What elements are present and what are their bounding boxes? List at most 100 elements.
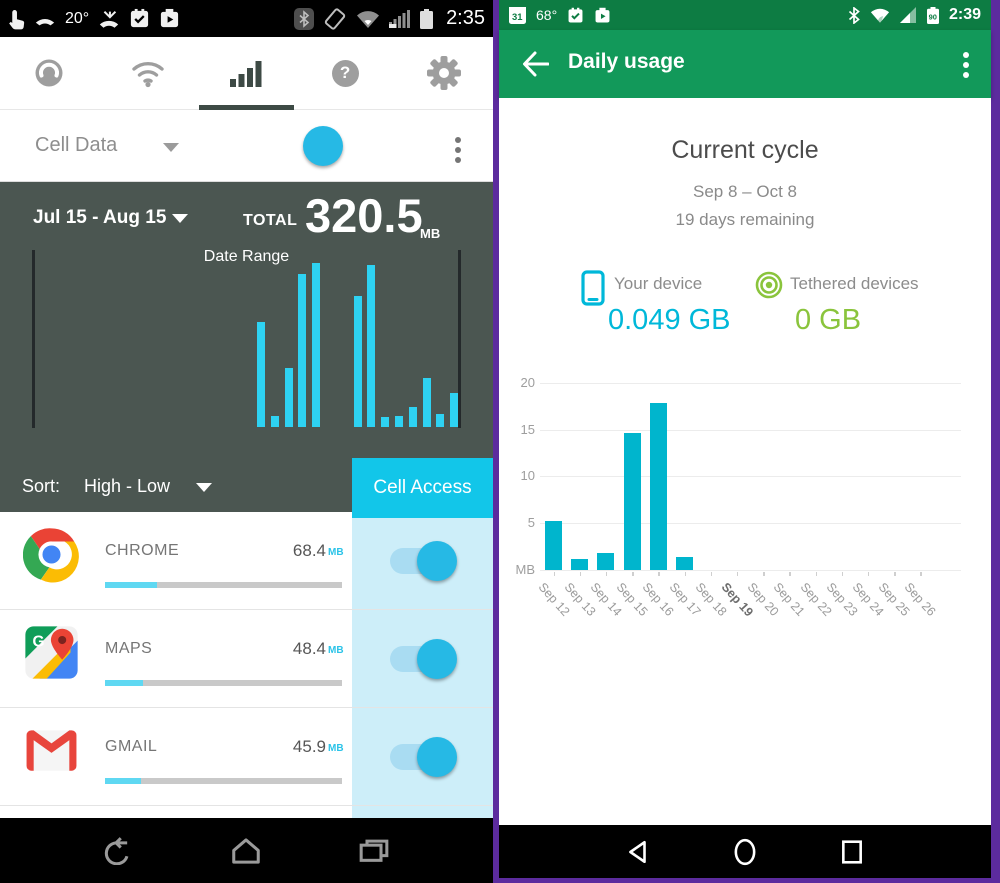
play-upload-icon	[159, 8, 180, 29]
event-check-icon	[567, 7, 584, 24]
chevron-down-icon[interactable]	[196, 483, 212, 492]
range-handle-right[interactable]	[458, 250, 461, 428]
x-axis-tick	[710, 572, 713, 576]
bluetooth-icon	[848, 6, 860, 24]
sparkline-bar	[408, 407, 417, 427]
chart-gridline	[540, 570, 961, 571]
x-axis-tick	[658, 572, 660, 576]
chart-gridline	[540, 476, 961, 478]
help-icon: ?	[331, 59, 359, 87]
daily-usage-bar	[571, 558, 589, 570]
clock-text: 2:39	[948, 6, 981, 23]
home-button[interactable]	[226, 837, 266, 865]
overflow-menu-icon[interactable]	[963, 52, 969, 78]
billing-period-label[interactable]: Jul 15 - Aug 15	[33, 207, 167, 228]
page-title: Daily usage	[568, 50, 685, 73]
total-label: TOTAL	[243, 212, 298, 229]
active-tab-indicator	[199, 105, 294, 110]
phone-icon	[581, 270, 605, 306]
sparkline-bar	[381, 417, 390, 427]
daily-usage-bar	[649, 403, 667, 570]
x-axis-tick	[736, 572, 739, 576]
cycle-days-remaining: 19 days remaining	[675, 210, 815, 229]
your-device-label: Your device	[614, 274, 703, 293]
usage-progress-track	[105, 778, 342, 784]
temperature-text: 20°	[65, 9, 90, 27]
back-arrow-icon[interactable]	[521, 50, 549, 78]
bluetooth-icon	[294, 7, 315, 30]
left-tab-bar: ?	[0, 37, 493, 110]
chevron-down-icon[interactable]	[172, 214, 188, 223]
toggle-knob	[417, 737, 457, 777]
overflow-menu-icon[interactable]	[455, 137, 461, 163]
usage-summary-panel: Jul 15 - Aug 15 TOTAL 320.5 MB Date Rang…	[0, 182, 493, 512]
tab-wifi[interactable]	[99, 37, 198, 109]
cycle-usage-sparkline	[0, 251, 493, 427]
sparkline-bar	[284, 368, 293, 427]
svg-text:31: 31	[512, 12, 523, 23]
event-check-icon	[129, 8, 150, 29]
call-icon	[34, 12, 56, 26]
right-screenshot: 31 68° 90 2:39 Daily usage Current cycle…	[493, 0, 1000, 883]
sparkline-bar	[367, 265, 376, 427]
app-name: GMAIL	[105, 738, 158, 755]
x-axis-tick	[684, 572, 686, 576]
cell-access-toggle[interactable]	[390, 639, 457, 679]
cell-access-column-header: Cell Access	[352, 458, 493, 518]
cycle-date-range: Sep 8 – Oct 8	[693, 182, 797, 201]
tab-cell-data[interactable]	[197, 37, 296, 109]
app-usage-unit: MB	[328, 547, 344, 558]
usage-progress-track	[105, 582, 342, 588]
x-axis-tick	[894, 572, 896, 576]
cell-access-toggle[interactable]	[390, 737, 457, 777]
sort-order-value[interactable]: High - Low	[84, 476, 171, 496]
x-axis-tick	[867, 572, 870, 576]
wifi-icon	[870, 7, 890, 23]
tab-help[interactable]: ?	[296, 37, 395, 109]
play-upload-icon	[594, 7, 611, 24]
x-axis-tick	[579, 572, 582, 576]
daily-usage-bar	[623, 433, 641, 570]
home-button[interactable]	[733, 838, 757, 866]
y-axis-label: 10	[520, 468, 535, 484]
app-name: MAPS	[105, 640, 153, 657]
tethered-devices-value: 0 GB	[795, 304, 862, 336]
daily-usage-bar	[676, 556, 693, 570]
sparkline-bar	[257, 322, 265, 427]
date-range-chart-title: Date Range	[203, 248, 290, 265]
right-navigation-bar	[499, 825, 991, 878]
daily-usage-bar	[545, 521, 562, 570]
back-button[interactable]	[99, 836, 139, 865]
back-button[interactable]	[626, 839, 650, 865]
app-row-gmail[interactable]: GMAIL 45.9 MB	[0, 708, 493, 806]
chart-gridline	[540, 382, 961, 384]
temperature-text: 68°	[536, 7, 558, 23]
left-navigation-bar	[0, 818, 493, 883]
app-bar: Daily usage	[499, 30, 991, 98]
range-handle-left[interactable]	[32, 250, 35, 428]
svg-text:90: 90	[929, 12, 937, 21]
tab-data-gauge[interactable]	[0, 37, 99, 109]
x-axis-tick	[841, 572, 844, 576]
chevron-down-icon[interactable]	[163, 143, 179, 152]
svg-text:G: G	[33, 634, 45, 651]
sparkline-bar	[450, 393, 459, 427]
cell-access-toggle[interactable]	[390, 541, 457, 581]
app-usage-list: CHROME 68.4 MB G MAPS 48.4 MB GMAIL 45.9…	[0, 512, 493, 818]
sparkline-bar	[270, 416, 279, 427]
right-status-bar: 31 68° 90 2:39	[499, 0, 991, 30]
app-usage-value: 45.9	[292, 737, 326, 756]
y-axis-label: 15	[520, 421, 535, 437]
usage-progress-fill	[105, 778, 141, 784]
x-axis-tick	[605, 572, 608, 576]
sparkline-bar	[395, 416, 403, 427]
app-name: CHROME	[105, 542, 180, 559]
y-axis-label: 20	[520, 374, 535, 390]
app-row-chrome[interactable]: CHROME 68.4 MB	[0, 512, 493, 610]
app-row-maps[interactable]: G MAPS 48.4 MB	[0, 610, 493, 708]
total-usage-value: 320.5	[305, 189, 423, 242]
recents-button[interactable]	[354, 837, 394, 865]
tab-settings[interactable]	[394, 37, 493, 109]
tethered-devices-label: Tethered devices	[790, 274, 919, 293]
recents-button[interactable]	[840, 839, 864, 865]
